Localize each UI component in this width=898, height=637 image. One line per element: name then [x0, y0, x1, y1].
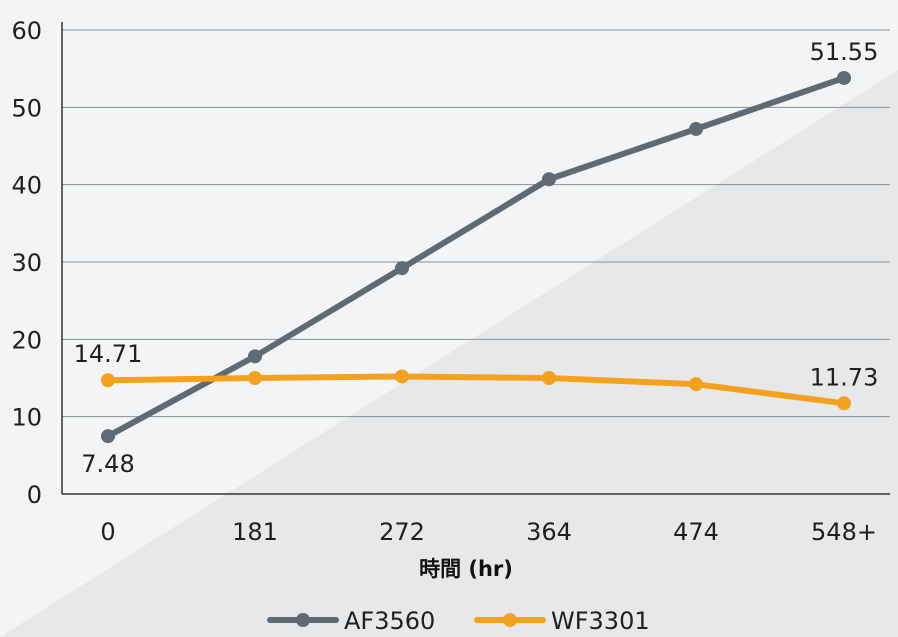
data-point	[248, 349, 262, 364]
legend-label: AF3560	[344, 607, 435, 635]
y-tick-label: 0	[27, 481, 42, 509]
legend-swatch-marker	[296, 613, 310, 627]
series-lines	[101, 70, 851, 444]
y-tick-label: 40	[11, 172, 42, 200]
data-point	[101, 429, 115, 444]
x-tick-label: 181	[232, 518, 278, 546]
background-shade	[0, 70, 898, 637]
y-tick-label: 10	[11, 404, 42, 432]
x-tick-label: 272	[379, 518, 425, 546]
data-point	[689, 121, 703, 136]
series-line	[105, 74, 847, 440]
x-tick-label: 474	[673, 518, 719, 546]
legend: AF3560 WF3301	[267, 607, 650, 635]
y-tick-label: 20	[11, 326, 42, 354]
axes	[61, 22, 890, 495]
data-point	[837, 70, 851, 85]
legend-swatch-marker	[503, 613, 517, 627]
y-tick-label: 30	[11, 249, 42, 277]
y-tick-labels: 0 10 20 30 40 50 60	[11, 17, 42, 509]
data-point	[542, 371, 556, 385]
data-labels: 7.48 51.55 14.71 11.73	[74, 38, 879, 478]
y-tick-label: 50	[11, 94, 42, 122]
data-label: 51.55	[810, 38, 879, 66]
x-axis-label: 時間 (hr)	[419, 557, 513, 581]
data-point	[395, 369, 409, 384]
data-point	[248, 371, 262, 385]
data-point	[101, 373, 115, 388]
series-line	[105, 373, 847, 407]
data-point	[395, 261, 409, 276]
data-label: 11.73	[810, 363, 879, 391]
x-tick-label: 364	[526, 518, 572, 546]
data-label: 7.48	[81, 450, 134, 478]
x-tick-labels: 0 181 272 364 474 548+	[100, 518, 877, 546]
data-label: 14.71	[74, 340, 143, 368]
legend-label: WF3301	[551, 607, 650, 635]
data-point	[689, 377, 703, 392]
y-tick-label: 60	[11, 17, 42, 45]
x-tick-label: 548+	[811, 518, 877, 546]
x-tick-label: 0	[100, 518, 115, 546]
data-point	[542, 172, 556, 187]
data-point	[837, 396, 851, 411]
